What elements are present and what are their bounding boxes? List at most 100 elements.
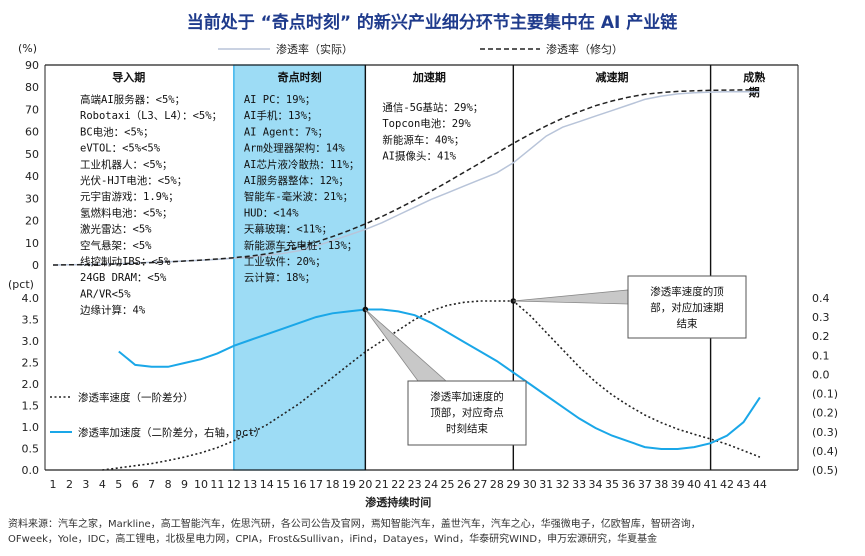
bottom-ytick-left-0: 0.0 bbox=[22, 464, 40, 477]
callout-pointer-accel bbox=[365, 309, 448, 382]
annotation-intro-9: 空气悬架：<5% bbox=[80, 239, 152, 252]
xtick-8: 8 bbox=[165, 478, 172, 491]
annotation-intro-0: 高端AI服务器：<5%； bbox=[80, 93, 185, 106]
annotation-intro-7: 氢燃料电池：<5%； bbox=[80, 206, 172, 219]
xtick-22: 22 bbox=[391, 478, 405, 491]
annotation-singularity-2: AI Agent：7%； bbox=[244, 126, 328, 138]
bottom-ytick-left-5: 2.5 bbox=[22, 357, 40, 370]
bottom-ytick-right-1: 0.3 bbox=[812, 311, 830, 324]
series-penetration-smoothed bbox=[52, 89, 760, 266]
bottom-ytick-right-6: (0.2) bbox=[812, 407, 838, 420]
xtick-13: 13 bbox=[243, 478, 257, 491]
top-ytick-90: 90 bbox=[25, 59, 39, 72]
xtick-24: 24 bbox=[424, 478, 438, 491]
annotation-intro-2: BC电池：<5%； bbox=[80, 125, 154, 138]
xtick-21: 21 bbox=[375, 478, 389, 491]
xtick-10: 10 bbox=[194, 478, 208, 491]
annotation-intro-4: 工业机器人：<5%； bbox=[80, 158, 172, 171]
annotation-singularity-8: 天幕玻璃：<11%； bbox=[244, 223, 332, 236]
callout-accel-line-1: 顶部，对应奇点 bbox=[430, 406, 504, 419]
bottom-ytick-right-8: (0.4) bbox=[812, 445, 838, 458]
top-ytick-50: 50 bbox=[25, 148, 39, 161]
annotation-intro-6: 元宇宙游戏：1.9%； bbox=[80, 190, 179, 203]
xtick-32: 32 bbox=[556, 478, 570, 491]
top-ytick-20: 20 bbox=[25, 215, 39, 228]
xtick-20: 20 bbox=[358, 478, 372, 491]
xtick-44: 44 bbox=[753, 478, 767, 491]
xtick-28: 28 bbox=[490, 478, 504, 491]
annotation-singularity-6: 智能车-毫米波：21%； bbox=[244, 190, 353, 203]
bottom-ytick-right-4: 0.0 bbox=[812, 368, 830, 381]
xtick-33: 33 bbox=[572, 478, 586, 491]
annotation-singularity-10: 工业软件：20%； bbox=[244, 255, 326, 268]
annotation-accel-0: 通信-5G基站：29%； bbox=[382, 101, 483, 114]
legend-smoothed-label: 渗透率（修匀） bbox=[546, 42, 623, 56]
bottom-ytick-right-3: 0.1 bbox=[812, 349, 830, 362]
source-line-1: OFweek，Yole，IDC，高工锂电，北极星电力网，CPIA，Frost&S… bbox=[8, 532, 657, 545]
bottom-ytick-left-1: 0.5 bbox=[22, 443, 40, 456]
annotation-intro-3: eVTOL：<5%<5% bbox=[80, 143, 161, 155]
annotation-singularity-9: 新能源车充电桩：13%； bbox=[244, 239, 357, 252]
annotation-intro-10: 线控制动IBS：<5% bbox=[80, 255, 171, 268]
annotation-accel-1: Topcon电池：29% bbox=[382, 117, 471, 130]
xtick-38: 38 bbox=[654, 478, 668, 491]
callout-velocity-line-0: 渗透率速度的顶 bbox=[650, 285, 724, 298]
annotation-intro-1: Robotaxi（L3、L4）：<5%； bbox=[80, 110, 222, 122]
annotation-singularity-3: Arm处理器架构：14% bbox=[244, 142, 346, 155]
callout-pointer-velocity bbox=[513, 289, 629, 305]
annotation-intro-12: AR/VR<5% bbox=[80, 288, 131, 300]
phase-label-1: 奇点时刻 bbox=[278, 70, 322, 84]
xtick-7: 7 bbox=[148, 478, 155, 491]
xtick-6: 6 bbox=[132, 478, 139, 491]
annotation-singularity-11: 云计算：18%； bbox=[244, 271, 315, 284]
xtick-14: 14 bbox=[260, 478, 274, 491]
legend-velocity-label: 渗透率速度（一阶差分） bbox=[78, 391, 194, 404]
bottom-ytick-left-6: 3.0 bbox=[22, 335, 40, 348]
xtick-27: 27 bbox=[473, 478, 487, 491]
xtick-3: 3 bbox=[82, 478, 89, 491]
callout-velocity-line-2: 结束 bbox=[677, 317, 698, 330]
series-acceleration bbox=[118, 308, 761, 450]
bottom-ytick-left-2: 1.0 bbox=[22, 421, 40, 434]
annotation-singularity-1: AI手机：13%； bbox=[244, 109, 318, 122]
xtick-16: 16 bbox=[293, 478, 307, 491]
xtick-40: 40 bbox=[687, 478, 701, 491]
xtick-37: 37 bbox=[638, 478, 652, 491]
top-ytick-30: 30 bbox=[25, 192, 39, 205]
annotation-singularity-0: AI PC：19%； bbox=[244, 94, 316, 106]
bottom-ytick-left-3: 1.5 bbox=[22, 400, 40, 413]
top-ytick-0: 0 bbox=[32, 259, 39, 272]
annotation-singularity-5: AI服务器整体：12%； bbox=[244, 174, 349, 187]
xtick-35: 35 bbox=[605, 478, 619, 491]
top-ytick-40: 40 bbox=[25, 170, 39, 183]
xtick-2: 2 bbox=[66, 478, 73, 491]
xtick-11: 11 bbox=[210, 478, 224, 491]
xtick-41: 41 bbox=[704, 478, 718, 491]
xtick-26: 26 bbox=[457, 478, 471, 491]
xtick-12: 12 bbox=[227, 478, 241, 491]
callout-box-velocity bbox=[627, 275, 747, 339]
phase-label-mature-1: 成熟 bbox=[743, 70, 765, 84]
bottom-ylabel: (pct) bbox=[8, 278, 34, 291]
bottom-ytick-right-9: (0.5) bbox=[812, 464, 838, 477]
series-penetration-actual bbox=[52, 90, 760, 266]
xtick-36: 36 bbox=[621, 478, 635, 491]
x-axis-label: 渗透持续时间 bbox=[365, 495, 431, 509]
xtick-15: 15 bbox=[276, 478, 290, 491]
xtick-17: 17 bbox=[309, 478, 323, 491]
legend-accel-label: 渗透率加速度（二阶差分，右轴，pct） bbox=[78, 426, 265, 439]
xtick-9: 9 bbox=[181, 478, 188, 491]
bottom-ytick-right-0: 0.4 bbox=[812, 292, 830, 305]
annotation-accel-2: 新能源车：40%； bbox=[382, 133, 464, 146]
top-ytick-60: 60 bbox=[25, 126, 39, 139]
top-ytick-80: 80 bbox=[25, 81, 39, 94]
phase-label-0: 导入期 bbox=[112, 70, 145, 84]
xtick-29: 29 bbox=[506, 478, 520, 491]
phase-label-2: 加速期 bbox=[412, 70, 446, 84]
source-line-0: 资料来源：汽车之家，Markline，高工智能汽车，佐思汽研，各公司公告及官网，… bbox=[8, 517, 701, 530]
bottom-ytick-right-5: (0.1) bbox=[812, 388, 838, 401]
callout-box-accel bbox=[407, 380, 527, 446]
annotation-intro-11: 24GB DRAM：<5% bbox=[80, 272, 167, 284]
